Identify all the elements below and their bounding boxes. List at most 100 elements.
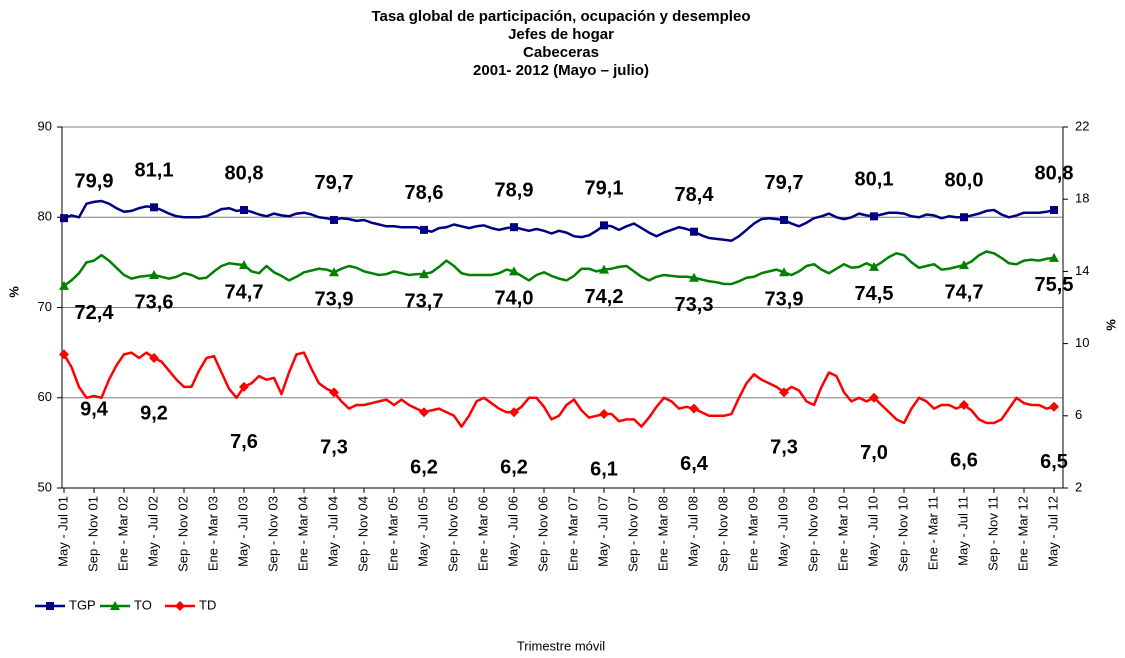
marker xyxy=(110,601,120,610)
x-tick-label: May - Jul 08 xyxy=(685,496,700,567)
value-label: 79,7 xyxy=(765,172,804,194)
value-label: 9,4 xyxy=(80,399,109,421)
value-label: 81,1 xyxy=(135,160,174,182)
value-label: 6,1 xyxy=(590,458,618,480)
value-label: 73,9 xyxy=(765,289,804,311)
marker xyxy=(779,267,789,277)
marker xyxy=(689,272,699,282)
x-tick-label: Ene - Mar 07 xyxy=(565,496,580,571)
value-label: 7,0 xyxy=(860,442,888,464)
marker xyxy=(1050,206,1058,215)
value-label: 73,9 xyxy=(315,289,354,311)
value-label: 74,7 xyxy=(225,281,264,303)
marker xyxy=(869,392,879,403)
value-label: 78,6 xyxy=(405,182,444,204)
value-label: 6,4 xyxy=(680,453,709,475)
marker xyxy=(779,387,789,398)
marker xyxy=(419,269,429,279)
x-tick-label: Sep - Nov 07 xyxy=(625,496,640,572)
x-tick-label: May - Jul 02 xyxy=(145,496,160,567)
x-tick-label: Ene - Mar 10 xyxy=(835,496,850,571)
marker xyxy=(330,215,338,224)
x-tick-label: Ene - Mar 05 xyxy=(385,496,400,571)
chart-title: Jefes de hogar xyxy=(508,26,614,43)
marker xyxy=(689,403,699,414)
x-tick-label: Ene - Mar 11 xyxy=(925,496,940,570)
value-label: 74,2 xyxy=(585,286,624,308)
x-tick-label: Sep - Nov 01 xyxy=(85,496,100,572)
value-label: 80,0 xyxy=(945,170,984,192)
y2-axis-title: % xyxy=(1103,319,1118,331)
x-tick-label: Sep - Nov 03 xyxy=(265,496,280,572)
marker xyxy=(780,215,788,224)
y2-tick-label: 22 xyxy=(1075,118,1089,133)
series-line xyxy=(63,199,1055,242)
x-tick-label: Ene - Mar 06 xyxy=(475,496,490,571)
marker xyxy=(46,602,54,610)
marker xyxy=(329,387,339,398)
x-tick-label: May - Jul 12 xyxy=(1045,496,1060,567)
y2-tick-label: 2 xyxy=(1075,479,1082,494)
value-label: 7,6 xyxy=(230,431,258,453)
value-label: 7,3 xyxy=(770,437,798,459)
value-label: 6,5 xyxy=(1040,451,1068,473)
y-axis-title: % xyxy=(6,286,21,298)
x-tick-label: May - Jul 07 xyxy=(595,496,610,567)
marker xyxy=(59,280,69,290)
x-tick-label: May - Jul 10 xyxy=(865,496,880,567)
marker xyxy=(1049,401,1059,412)
y-tick-label: 50 xyxy=(38,479,52,494)
marker xyxy=(60,214,68,223)
value-label: 78,9 xyxy=(495,179,534,201)
legend-label: TO xyxy=(134,597,152,612)
marker xyxy=(959,399,969,410)
x-tick-label: Sep - Nov 09 xyxy=(805,496,820,572)
value-label: 80,8 xyxy=(225,162,264,184)
marker xyxy=(1049,252,1059,262)
marker xyxy=(420,225,428,234)
y2-tick-label: 14 xyxy=(1075,263,1089,278)
value-label: 73,7 xyxy=(405,290,444,312)
x-tick-label: May - Jul 11 xyxy=(955,496,970,566)
chart-title: Cabeceras xyxy=(523,44,599,61)
value-label: 80,1 xyxy=(855,169,894,191)
marker xyxy=(239,260,249,270)
y-tick-label: 70 xyxy=(38,299,52,314)
x-tick-label: Sep - Nov 08 xyxy=(715,496,730,572)
marker xyxy=(509,266,519,276)
value-label: 74,7 xyxy=(945,281,984,303)
value-label: 72,4 xyxy=(75,302,115,324)
x-tick-label: Sep - Nov 02 xyxy=(175,496,190,572)
x-tick-label: Sep - Nov 05 xyxy=(445,496,460,572)
x-tick-label: Ene - Mar 12 xyxy=(1015,496,1030,571)
x-tick-label: May - Jul 05 xyxy=(415,496,430,567)
value-label: 74,5 xyxy=(855,283,894,305)
x-tick-label: Sep - Nov 06 xyxy=(535,496,550,572)
y2-tick-label: 18 xyxy=(1075,191,1089,206)
value-label: 6,2 xyxy=(500,456,528,478)
x-tick-label: Ene - Mar 09 xyxy=(745,496,760,571)
legend-label: TGP xyxy=(69,597,96,612)
series-line xyxy=(62,351,1055,428)
x-axis-title: Trimestre móvil xyxy=(517,638,605,653)
x-tick-label: May - Jul 04 xyxy=(325,496,340,567)
marker xyxy=(600,221,608,230)
marker xyxy=(509,407,519,418)
x-tick-label: Ene - Mar 03 xyxy=(205,496,220,571)
value-label: 80,8 xyxy=(1035,162,1074,184)
value-label: 75,5 xyxy=(1035,274,1074,296)
marker xyxy=(960,213,968,222)
y-tick-label: 60 xyxy=(38,389,52,404)
value-label: 79,1 xyxy=(585,178,624,200)
value-label: 73,3 xyxy=(675,294,714,316)
marker xyxy=(510,223,518,232)
value-label: 74,0 xyxy=(495,288,534,310)
y-tick-label: 90 xyxy=(38,118,52,133)
marker xyxy=(599,264,609,274)
marker xyxy=(149,353,159,364)
x-tick-label: Ene - Mar 08 xyxy=(655,496,670,571)
x-tick-label: May - Jul 06 xyxy=(505,496,520,567)
x-tick-label: May - Jul 03 xyxy=(235,496,250,567)
y2-tick-label: 6 xyxy=(1075,407,1082,422)
